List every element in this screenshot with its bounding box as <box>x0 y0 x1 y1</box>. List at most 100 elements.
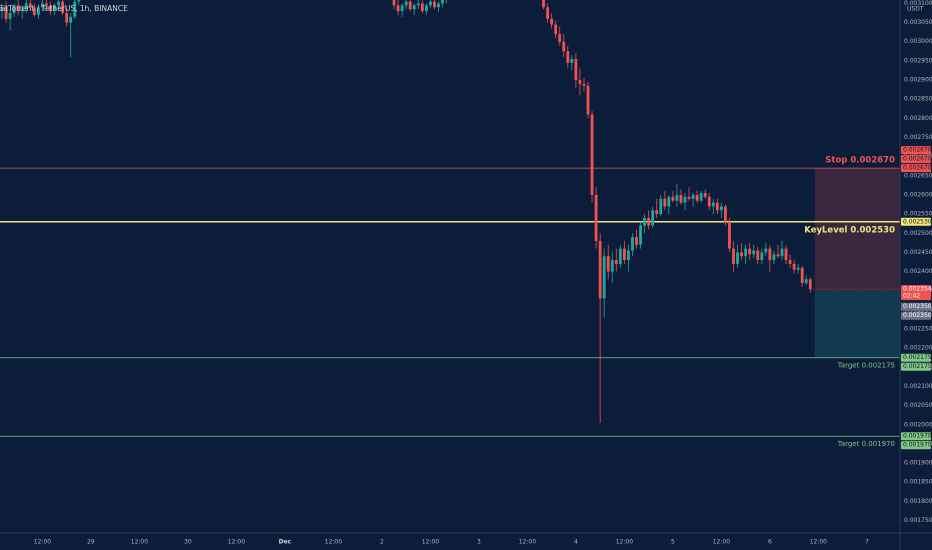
candle-body <box>598 240 602 299</box>
candle-body <box>703 193 707 197</box>
candle-body <box>24 3 28 10</box>
candle-body <box>586 85 590 115</box>
candle-body <box>558 34 562 42</box>
y-tick-label: 0.003100 <box>904 0 932 7</box>
candle-body <box>396 5 400 12</box>
candle-body <box>631 237 634 251</box>
candle-body <box>756 250 760 261</box>
candle-body <box>752 250 756 255</box>
candle-body <box>41 3 44 8</box>
candle-body <box>715 202 719 211</box>
countdown: 02:42 <box>903 293 920 300</box>
candle-body <box>441 0 444 4</box>
level-label: Target 0.002175 <box>837 362 895 370</box>
y-tick-label: 0.001850 <box>904 479 932 486</box>
candle-body <box>404 1 408 6</box>
candle-body <box>707 196 711 207</box>
candle-body <box>28 3 32 8</box>
level-price-label: 0.001970 <box>903 442 932 449</box>
x-tick-label: 12:00 <box>325 539 342 546</box>
candle-body <box>65 13 69 23</box>
candle-body <box>728 221 731 249</box>
level-price-label: 0.002175 <box>903 363 932 370</box>
candle-body <box>618 248 622 264</box>
candle-body <box>606 256 610 272</box>
last-price-label: 0.002354 <box>903 286 932 293</box>
y-tick-label: 0.002500 <box>904 230 932 237</box>
candle-body <box>711 202 715 207</box>
x-tick-label: 12:00 <box>131 539 148 546</box>
candle-body <box>647 217 651 226</box>
level-price-label: 0.002530 <box>903 218 932 225</box>
level-price-label: 0.002670 <box>903 165 932 172</box>
candle-body <box>20 9 24 12</box>
level-price-box <box>901 155 931 164</box>
candle-body <box>740 252 743 257</box>
candle-body <box>768 248 772 261</box>
candle-body <box>622 248 626 261</box>
candle-body <box>614 260 618 264</box>
candle-body <box>764 248 768 253</box>
candle-body <box>639 225 642 245</box>
candle-body <box>804 279 808 284</box>
x-tick-label: 12:00 <box>810 539 827 546</box>
y-tick-label: 0.002600 <box>904 191 932 198</box>
y-tick-label: 0.003050 <box>904 19 932 26</box>
candle-body <box>582 83 586 86</box>
entry-price-label: 0.002350 <box>903 312 932 319</box>
last-price-box <box>901 285 931 301</box>
candle-body <box>408 1 412 10</box>
level-price-box <box>901 164 931 173</box>
level-price-label: 0.001970 <box>903 433 932 440</box>
entry-price-label: 0.002350 <box>903 303 932 310</box>
candle-body <box>578 80 582 84</box>
candle-body <box>570 58 574 63</box>
x-tick-label: 29 <box>87 539 95 546</box>
x-tick-label: Dec <box>279 539 292 546</box>
candle-body <box>800 267 804 284</box>
x-tick-label: 7 <box>865 539 869 546</box>
candle-body <box>748 248 752 255</box>
candle-body <box>724 206 727 222</box>
candle-body <box>695 194 699 201</box>
target-zone <box>814 290 900 358</box>
candle-body <box>400 5 404 12</box>
candle-body <box>732 248 735 264</box>
candle-body <box>433 1 436 8</box>
candle-body <box>744 248 748 257</box>
candle-body <box>562 41 566 52</box>
level-price-box <box>901 353 931 362</box>
candle-body <box>719 206 723 211</box>
candle-body <box>566 51 570 63</box>
y-tick-label: 0.002650 <box>904 172 932 179</box>
x-tick-label: 30 <box>184 539 192 546</box>
candle-body <box>659 198 663 215</box>
candle-body <box>53 5 56 12</box>
candle-body <box>546 7 550 19</box>
candle-body <box>679 194 683 203</box>
candle-body <box>760 252 764 261</box>
y-tick-label: 0.003000 <box>904 38 932 45</box>
level-price-box <box>901 362 931 371</box>
candle-body <box>675 194 679 201</box>
entry-price-box <box>901 311 931 320</box>
x-tick-label: 6 <box>768 539 772 546</box>
candle-body <box>45 3 48 6</box>
candle-body <box>542 0 545 8</box>
candle-body <box>412 5 416 10</box>
candle-body <box>796 267 800 270</box>
candle-body <box>69 16 73 23</box>
candle-body <box>36 7 40 15</box>
candle-body <box>77 0 81 2</box>
candle-body <box>574 58 578 81</box>
candle-body <box>772 254 776 261</box>
candle-body <box>420 3 424 12</box>
x-tick-label: 2 <box>380 539 384 546</box>
candle-body <box>736 252 739 264</box>
candle-body <box>808 279 812 290</box>
candle-body <box>590 114 594 195</box>
level-price-label: 0.002670 <box>903 156 932 163</box>
level-price-box <box>901 146 931 155</box>
candle-body <box>683 196 687 203</box>
